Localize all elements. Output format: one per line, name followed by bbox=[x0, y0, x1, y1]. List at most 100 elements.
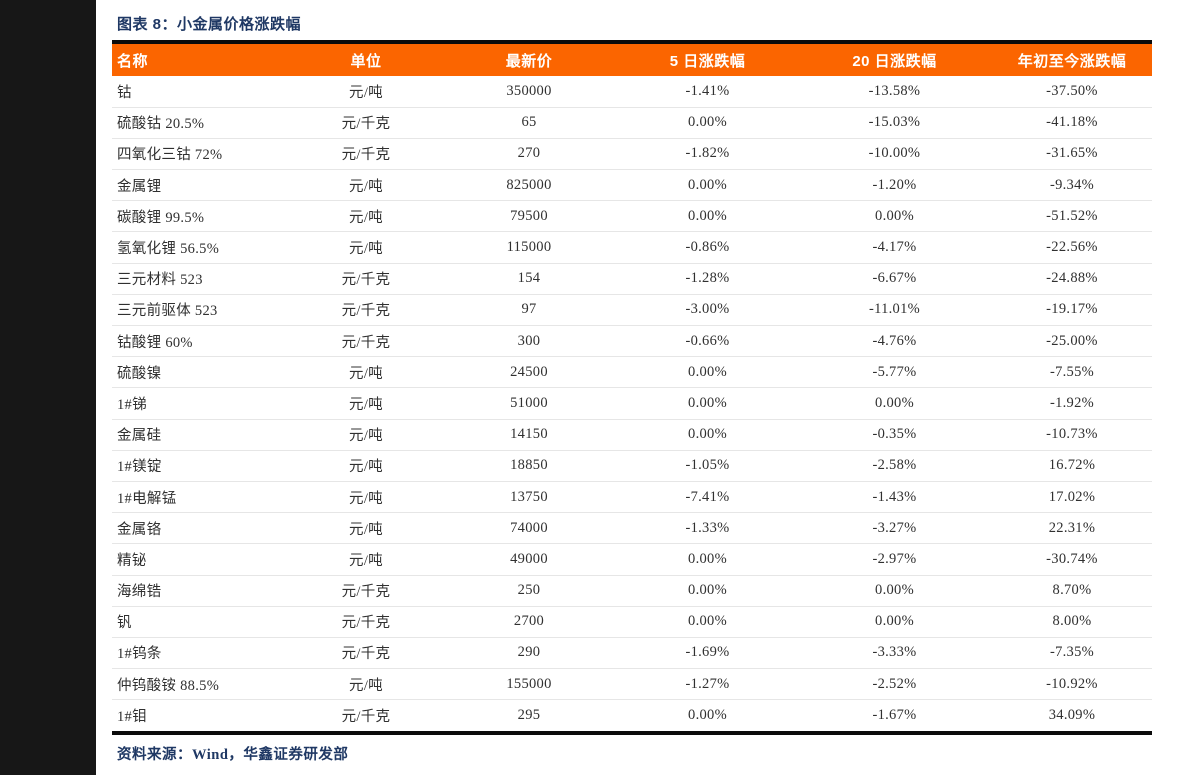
cell-ytd-change: -37.50% bbox=[1046, 82, 1098, 99]
cell-ytd-change: -9.34% bbox=[992, 169, 1152, 201]
cell-5day-change: 0.00% bbox=[618, 356, 797, 388]
cell-ytd-change: -7.35% bbox=[992, 636, 1152, 669]
cell-ytd-change: -1.92% bbox=[992, 387, 1152, 420]
cell-20day-change: -15.03% bbox=[797, 106, 992, 139]
cell-name: 海绵锆 bbox=[112, 574, 292, 607]
cell-20day-change: -4.76% bbox=[797, 324, 992, 357]
cell-name: 氢氧化锂 56.5% bbox=[112, 231, 292, 264]
cell-5day-change: 0.00% bbox=[618, 574, 797, 607]
cell-name: 1#钼 bbox=[112, 699, 292, 731]
cell-20day-change: -11.01% bbox=[797, 293, 992, 326]
cell-latest-price: 154 bbox=[440, 262, 618, 295]
cell-20day-change: -2.52% bbox=[797, 668, 992, 700]
cell-ytd-change: -7.55% bbox=[992, 356, 1152, 388]
table-row: 氢氧化锂 56.5% 元/吨 115000 -0.86% -4.17% -22.56% bbox=[112, 231, 1152, 264]
table-row: 1#电解锰 元/吨 13750 -7.41% -1.43% 17.02% bbox=[112, 480, 1152, 513]
table-row: 四氧化三钴 72% 元/千克 270 -1.82% -10.00% -31.65% bbox=[112, 137, 1152, 170]
cell-20day-change: -3.27% bbox=[797, 512, 992, 544]
cell-ytd-change: -30.74% bbox=[992, 543, 1152, 575]
cell-5day-change: 0.00% bbox=[618, 169, 797, 201]
cell-unit: 元/千克 bbox=[292, 605, 440, 638]
cell-ytd-change: 17.02% bbox=[992, 480, 1152, 513]
table-row: 金属锂 元/吨 825000 0.00% -1.20% -9.34% bbox=[112, 169, 1152, 201]
cell-20day-change: 0.00% bbox=[797, 387, 992, 420]
cell-ytd-change: 34.09% bbox=[992, 699, 1152, 731]
cell-ytd-change: 8.70% bbox=[992, 574, 1152, 607]
cell-20day-change: -13.58% bbox=[868, 82, 921, 99]
cell-unit: 元/吨 bbox=[292, 200, 440, 232]
cell-unit: 元/吨 bbox=[292, 231, 440, 264]
cell-name: 1#锑 bbox=[112, 387, 292, 420]
table-row: 金属铬 元/吨 74000 -1.33% -3.27% 22.31% bbox=[112, 512, 1152, 544]
cell-5day-change: 0.00% bbox=[618, 387, 797, 420]
table-row: 碳酸锂 99.5% 元/吨 79500 0.00% 0.00% -51.52% bbox=[112, 200, 1152, 232]
cell-name: 金属硅 bbox=[112, 418, 292, 451]
cell-name: 1#电解锰 bbox=[112, 480, 292, 513]
cell-unit: 元/吨 bbox=[292, 356, 440, 388]
cell-unit: 元/吨 bbox=[292, 387, 440, 420]
cell-latest-price: 155000 bbox=[440, 668, 618, 700]
cell-5day-change: -1.27% bbox=[618, 668, 797, 700]
table-row: 硫酸镍 元/吨 24500 0.00% -5.77% -7.55% bbox=[112, 356, 1152, 388]
cell-5day-change: -1.05% bbox=[618, 449, 797, 482]
cell-unit: 元/吨 bbox=[349, 84, 383, 101]
figure-title: 图表 8：小金属价格涨跌幅 bbox=[117, 16, 302, 33]
header-row: 名称 单位 最新价 5 日涨跌幅 20 日涨跌幅 年初至今涨跌幅 bbox=[112, 44, 1152, 76]
cell-name: 精铋 bbox=[112, 543, 292, 575]
cell-ytd-change: -25.00% bbox=[992, 324, 1152, 357]
cell-name: 钴 bbox=[117, 84, 132, 101]
table-row: 钴 元/吨 350000 -1.41% -13.58% -37.50% bbox=[112, 76, 1152, 107]
cell-5day-change: 0.00% bbox=[618, 418, 797, 451]
column-header-5day-change: 5 日涨跌幅 bbox=[618, 44, 797, 76]
table-row: 金属硅 元/吨 14150 0.00% -0.35% -10.73% bbox=[112, 418, 1152, 451]
table-body: 钴元/吨 350000 -1.41% -13.58% -37.50% 硫酸钴 20.5% 元… bbox=[112, 76, 1152, 731]
cell-5day-change: -1.69% bbox=[618, 636, 797, 669]
cell-name: 金属铬 bbox=[112, 512, 292, 544]
cell-latest-price: 14150 bbox=[440, 418, 618, 451]
cell-20day-change: -1.43% bbox=[797, 480, 992, 513]
cell-20day-change: -3.33% bbox=[797, 636, 992, 669]
table-row: 1#镁锭 元/吨 18850 -1.05% -2.58% 16.72% bbox=[112, 449, 1152, 482]
cell-5day-change: -1.41% bbox=[685, 82, 730, 99]
cell-name: 硫酸镍 bbox=[112, 356, 292, 388]
cell-latest-price: 115000 bbox=[440, 231, 618, 264]
cell-unit: 元/千克 bbox=[292, 262, 440, 295]
cell-name: 1#镁锭 bbox=[112, 449, 292, 482]
left-margin-bar bbox=[0, 0, 96, 775]
table-row: 1#钨条 元/千克 290 -1.69% -3.33% -7.35% bbox=[112, 636, 1152, 669]
cell-5day-change: -1.28% bbox=[618, 262, 797, 295]
cell-unit: 元/吨 bbox=[292, 480, 440, 513]
cell-name: 1#钨条 bbox=[112, 636, 292, 669]
table-row: 精铋 元/吨 49000 0.00% -2.97% -30.74% bbox=[112, 543, 1152, 575]
cell-unit: 元/吨 bbox=[292, 512, 440, 544]
cell-latest-price: 65 bbox=[440, 106, 618, 139]
column-header-latest-price: 最新价 bbox=[440, 44, 618, 76]
cell-20day-change: -6.67% bbox=[797, 262, 992, 295]
cell-name: 钴酸锂 60% bbox=[112, 324, 292, 357]
cell-latest-price: 79500 bbox=[440, 200, 618, 232]
cell-5day-change: -3.00% bbox=[618, 293, 797, 326]
cell-20day-change: -1.20% bbox=[797, 169, 992, 201]
column-header-unit: 单位 bbox=[292, 44, 440, 76]
table-header: 名称 单位 最新价 5 日涨跌幅 20 日涨跌幅 年初至今涨跌幅 bbox=[112, 44, 1152, 76]
table-row: 1#钼 元/千克 295 0.00% -1.67% 34.09% bbox=[112, 699, 1152, 731]
cell-latest-price: 290 bbox=[440, 636, 618, 669]
cell-ytd-change: -19.17% bbox=[992, 293, 1152, 326]
cell-latest-price: 350000 bbox=[506, 82, 552, 99]
metal-price-table: 名称 单位 最新价 5 日涨跌幅 20 日涨跌幅 年初至今涨跌幅 钴元/吨 350… bbox=[112, 44, 1152, 731]
cell-latest-price: 295 bbox=[440, 699, 618, 731]
cell-name: 碳酸锂 99.5% bbox=[112, 200, 292, 232]
cell-ytd-change: 8.00% bbox=[992, 605, 1152, 638]
cell-name: 四氧化三钴 72% bbox=[112, 137, 292, 170]
cell-ytd-change: 22.31% bbox=[992, 512, 1152, 544]
cell-5day-change: 0.00% bbox=[618, 106, 797, 139]
cell-5day-change: -0.86% bbox=[618, 231, 797, 264]
cell-unit: 元/千克 bbox=[292, 574, 440, 607]
cell-latest-price: 13750 bbox=[440, 480, 618, 513]
cell-unit: 元/千克 bbox=[292, 106, 440, 139]
cell-5day-change: -0.66% bbox=[618, 324, 797, 357]
cell-20day-change: -2.97% bbox=[797, 543, 992, 575]
cell-name: 硫酸钴 20.5% bbox=[112, 106, 292, 139]
cell-unit: 元/千克 bbox=[292, 324, 440, 357]
cell-unit: 元/吨 bbox=[292, 418, 440, 451]
